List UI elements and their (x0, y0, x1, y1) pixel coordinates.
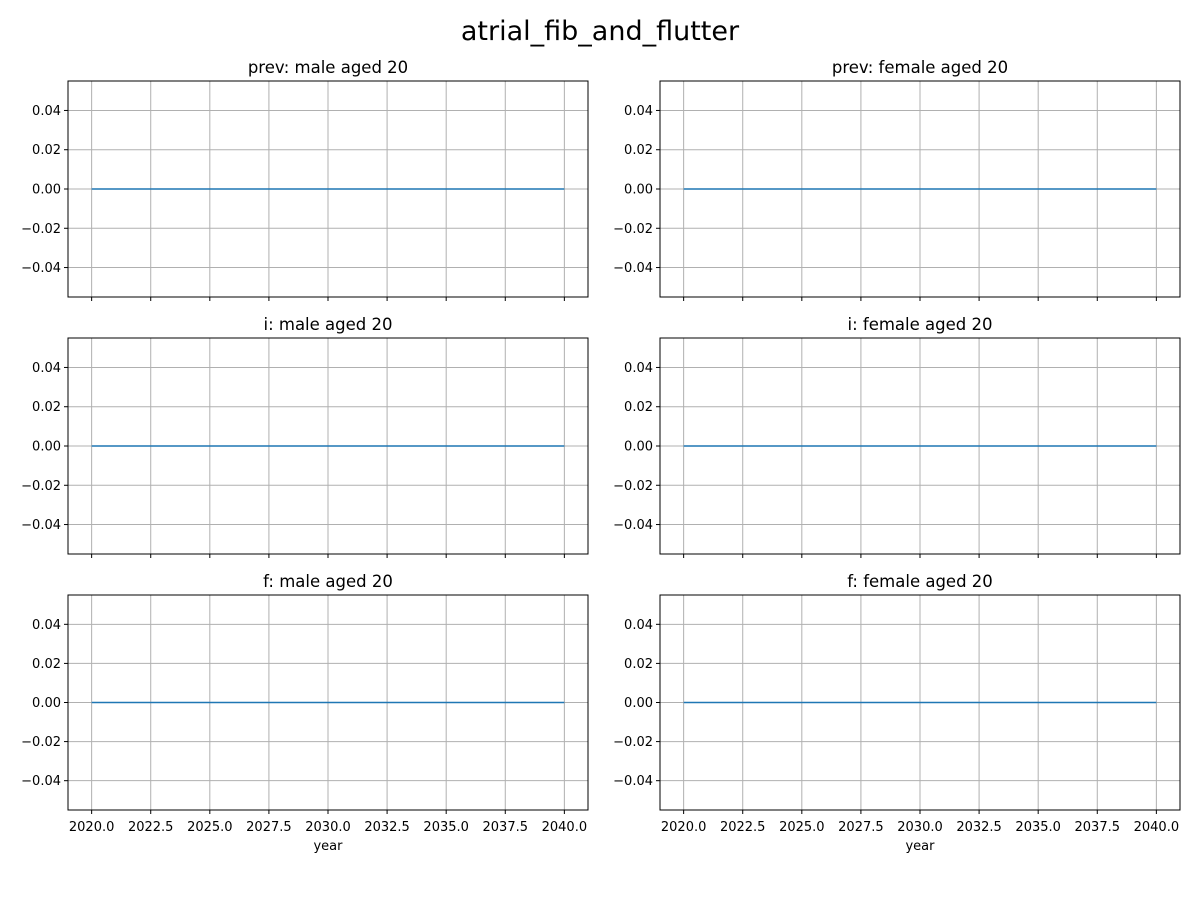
y-tick-label: 0.04 (624, 361, 653, 376)
x-tick-label: 2020.0 (661, 820, 707, 835)
y-tick-label: 0.04 (32, 104, 61, 119)
subplot-5: −0.04 −0.02 0.00 0.02 0.04 2020.0 2022.5 2025.0… (21, 572, 589, 854)
y-tick-label: 0.02 (624, 657, 653, 672)
y-tick-label: −0.04 (21, 261, 61, 276)
x-tick-label: 2020.0 (69, 820, 115, 835)
y-tick-label: 0.02 (32, 657, 61, 672)
y-tick-label: −0.02 (613, 222, 653, 237)
x-tick-label: 2022.5 (720, 820, 766, 835)
y-tick-label: 0.02 (32, 143, 61, 158)
x-tick-label: 2025.0 (187, 820, 233, 835)
figure-title: atrial_fib_and_flutter (461, 16, 740, 47)
x-axis-label: year (905, 839, 935, 854)
subplot-3: −0.04 −0.02 0.00 0.02 0.04 i: male aged 20 (21, 315, 589, 558)
subplot-title: i: female aged 20 (848, 315, 993, 334)
y-tick-label: 0.02 (32, 400, 61, 415)
y-tick-label: 0.00 (624, 440, 653, 455)
subplot-title: f: male aged 20 (263, 572, 393, 591)
y-tick-label: −0.04 (21, 774, 61, 789)
x-axis-label: year (313, 839, 343, 854)
y-tick-label: 0.04 (32, 361, 61, 376)
y-tick-label: 0.00 (32, 440, 61, 455)
y-tick-label: 0.00 (32, 696, 61, 711)
y-tick-label: 0.00 (624, 183, 653, 198)
y-tick-label: 0.00 (32, 183, 61, 198)
subplot-2: −0.04 −0.02 0.00 0.02 0.04 prev: female aged … (613, 58, 1181, 301)
x-tick-label: 2027.5 (838, 820, 884, 835)
subplot-title: f: female aged 20 (847, 572, 993, 591)
y-tick-label: −0.04 (21, 518, 61, 533)
x-tick-label: 2030.0 (897, 820, 943, 835)
x-tick-label: 2032.5 (956, 820, 1002, 835)
y-tick-label: 0.04 (624, 104, 653, 119)
y-tick-label: −0.04 (613, 518, 653, 533)
x-tick-label: 2030.0 (305, 820, 351, 835)
subplot-1: −0.04 −0.02 0.00 0.02 0.04 prev: male aged 20 (21, 58, 589, 301)
subplot-4: −0.04 −0.02 0.00 0.02 0.04 i: female aged 20 (613, 315, 1181, 558)
subplot-6: −0.04 −0.02 0.00 0.02 0.04 2020.0 2022.5 2025.0… (613, 572, 1181, 854)
x-tick-label: 2022.5 (128, 820, 174, 835)
x-tick-label: 2040.0 (542, 820, 588, 835)
y-tick-label: 0.04 (624, 618, 653, 633)
subplot-title: prev: female aged 20 (832, 58, 1008, 77)
y-tick-label: 0.00 (624, 696, 653, 711)
x-tick-label: 2037.5 (483, 820, 529, 835)
x-tick-label: 2037.5 (1075, 820, 1121, 835)
x-tick-label: 2035.0 (1015, 820, 1061, 835)
x-tick-label: 2027.5 (246, 820, 292, 835)
y-tick-label: −0.04 (613, 261, 653, 276)
y-tick-label: −0.02 (613, 479, 653, 494)
x-tick-label: 2040.0 (1134, 820, 1180, 835)
y-tick-label: −0.02 (613, 735, 653, 750)
y-tick-label: −0.02 (21, 222, 61, 237)
x-tick-label: 2025.0 (779, 820, 825, 835)
y-tick-label: −0.02 (21, 735, 61, 750)
y-tick-label: −0.04 (613, 774, 653, 789)
x-tick-label: 2032.5 (364, 820, 410, 835)
subplot-title: i: male aged 20 (263, 315, 392, 334)
y-tick-label: 0.02 (624, 400, 653, 415)
y-tick-label: 0.02 (624, 143, 653, 158)
y-tick-label: −0.02 (21, 479, 61, 494)
y-tick-label: 0.04 (32, 618, 61, 633)
subplot-title: prev: male aged 20 (248, 58, 408, 77)
x-tick-label: 2035.0 (423, 820, 469, 835)
